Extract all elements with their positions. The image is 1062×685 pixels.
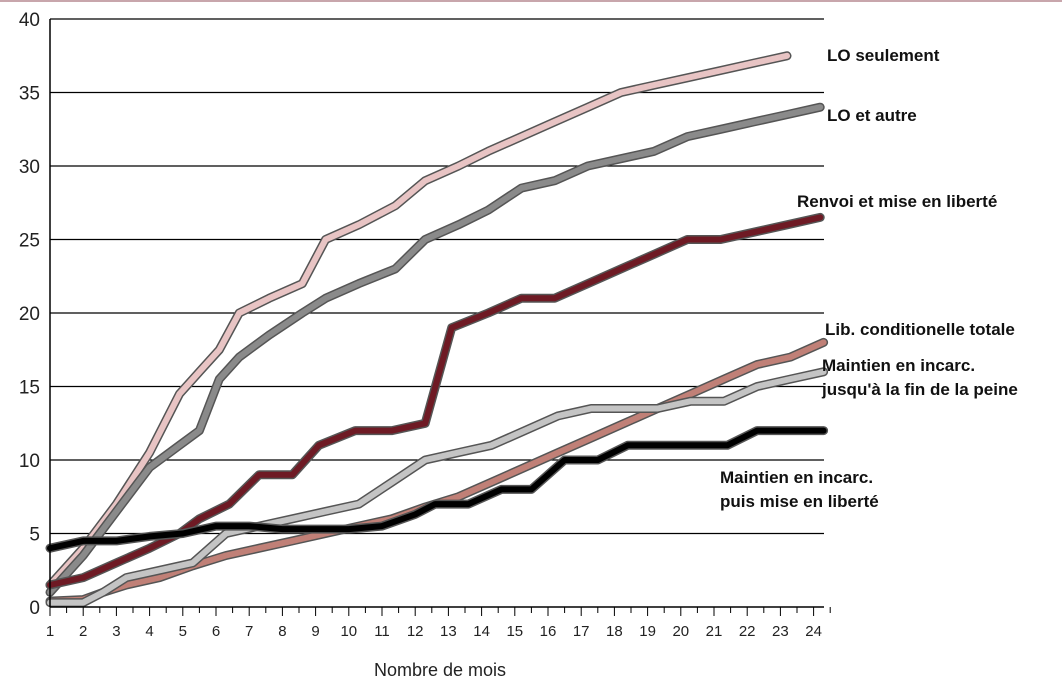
- series-label: Maintien en incarc.: [720, 468, 873, 487]
- series-label: Lib. conditionelle totale: [825, 320, 1015, 339]
- series-label: LO et autre: [827, 106, 917, 125]
- y-tick-label: 0: [29, 598, 40, 619]
- series-line: [47, 368, 827, 606]
- x-tick-label: 14: [473, 623, 490, 640]
- y-tick-label: 15: [19, 378, 40, 399]
- series-lines: [45, 51, 829, 608]
- x-tick-label: 7: [245, 623, 253, 640]
- y-tick-label: 5: [29, 525, 40, 546]
- x-tick-label: 9: [311, 623, 319, 640]
- x-tick-label: 19: [639, 623, 656, 640]
- series-label: LO seulement: [827, 46, 940, 65]
- x-tick-label: 5: [179, 623, 187, 640]
- x-tick-label: 17: [573, 623, 590, 640]
- series-label: puis mise en liberté: [720, 492, 879, 511]
- x-tick-label: 23: [772, 623, 789, 640]
- series-1: [45, 102, 825, 597]
- series-label: Maintien en incarc.: [822, 356, 975, 375]
- x-tick-label: 3: [112, 623, 120, 640]
- x-tick-labels: 1 2 3 4 5 6 7 8 9 10 11 12 13 14 15 16 17 18 19 20 21 22 23 24: [46, 623, 822, 640]
- x-tick-label: 4: [145, 623, 153, 640]
- series-line: [47, 427, 827, 552]
- x-axis-title: Nombre de mois: [374, 660, 506, 680]
- x-tick-label: 10: [340, 623, 357, 640]
- series-labels: LO seulement LO et autre Renvoi et mise en…: [720, 46, 1018, 511]
- series-label: Renvoi et mise en liberté: [797, 192, 997, 211]
- x-tick-label: 13: [440, 623, 457, 640]
- x-tick-label: 18: [606, 623, 623, 640]
- y-tick-labels: 0 5 10 15 20 25 30 35 40: [19, 10, 40, 619]
- series-line: [47, 52, 790, 588]
- x-tick-label: 12: [407, 623, 424, 640]
- y-tick-label: 10: [19, 451, 40, 472]
- x-tick-label: 22: [739, 623, 756, 640]
- x-tick-label: 11: [374, 623, 390, 640]
- top-rule: [0, 0, 1062, 2]
- x-tick-label: 6: [212, 623, 220, 640]
- series-line: [47, 104, 824, 596]
- y-tick-label: 20: [19, 304, 40, 325]
- series-5: [45, 426, 829, 553]
- series-label: jusqu'à la fin de la peine: [821, 380, 1018, 399]
- x-tick-label: 24: [805, 623, 822, 640]
- y-tick-label: 30: [19, 157, 40, 178]
- series-0: [45, 51, 792, 590]
- series-4: [45, 367, 829, 608]
- x-tick-label: 2: [79, 623, 87, 640]
- x-tick-label: 16: [540, 623, 557, 640]
- x-tick-label: 20: [672, 623, 689, 640]
- x-tick-label: 15: [506, 623, 523, 640]
- y-tick-label: 40: [19, 10, 40, 31]
- x-tick-label: 8: [278, 623, 286, 640]
- y-tick-label: 35: [19, 84, 40, 105]
- axes: [49, 19, 831, 616]
- y-tick-label: 25: [19, 231, 40, 252]
- x-tick-label: 21: [706, 623, 723, 640]
- x-tick-label: 1: [46, 623, 54, 640]
